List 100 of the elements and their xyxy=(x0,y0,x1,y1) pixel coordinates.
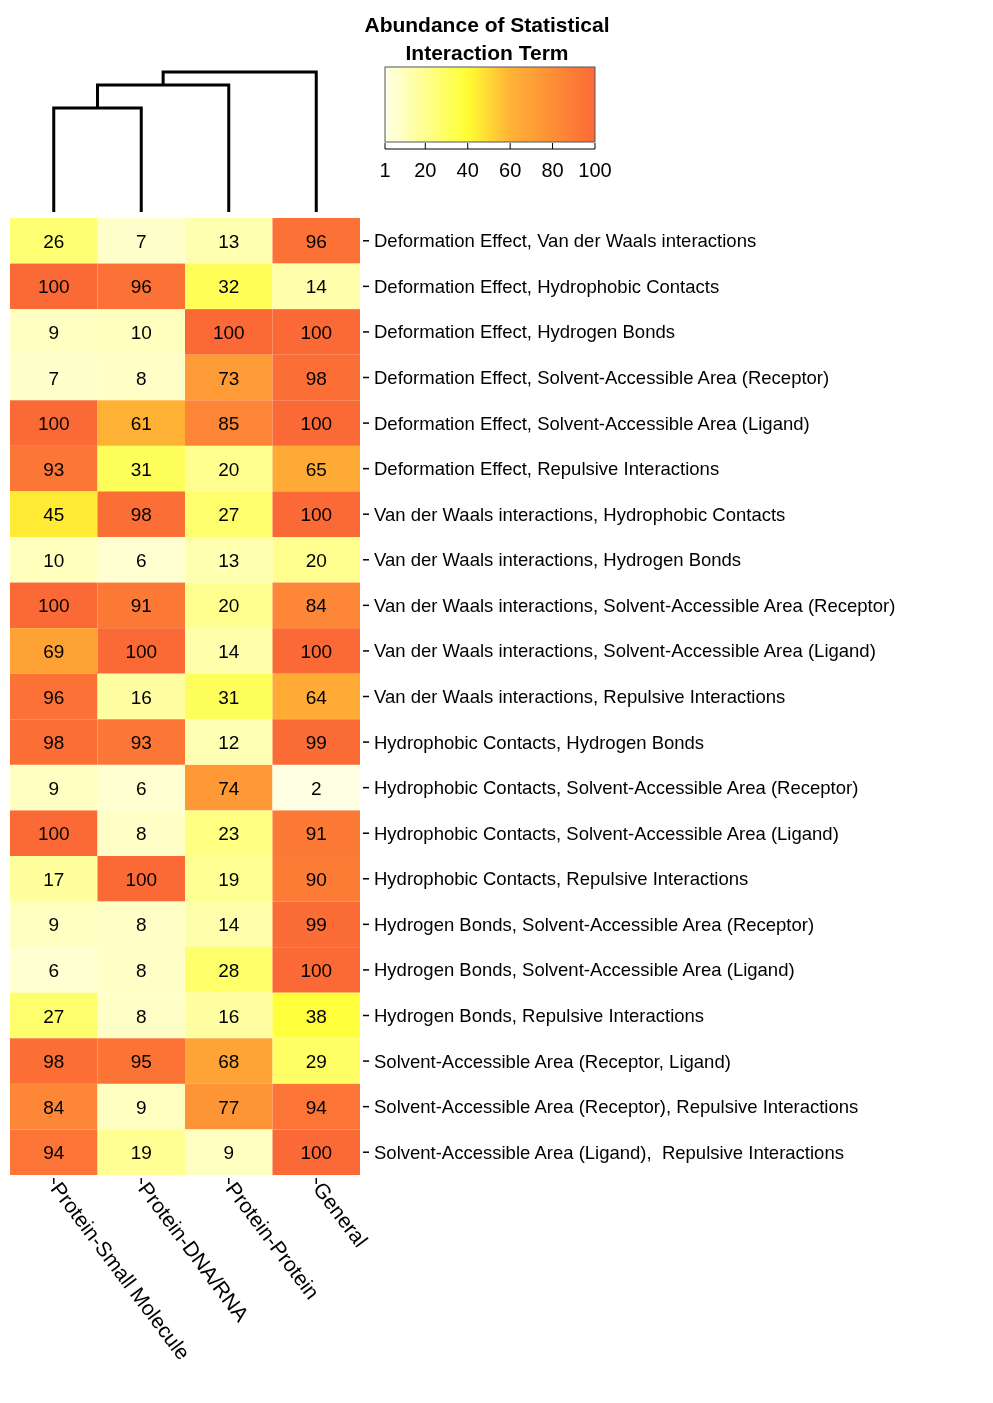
data-label: 91 xyxy=(305,823,327,845)
data-label: 38 xyxy=(305,1005,327,1027)
data-label: 10 xyxy=(130,321,152,343)
data-label: 100 xyxy=(300,959,333,981)
data-label: 45 xyxy=(43,504,65,526)
y-tick-label: Deformation Effect, Hydrophobic Contacts xyxy=(374,275,720,297)
data-label: 13 xyxy=(218,230,240,252)
data-label: 10 xyxy=(43,549,65,571)
data-label: 90 xyxy=(305,868,327,890)
data-label: 100 xyxy=(300,1142,333,1164)
data-label: 31 xyxy=(218,686,240,708)
data-label: 95 xyxy=(130,1051,152,1073)
data-label: 98 xyxy=(43,1051,65,1073)
y-tick-label: Van der Waals interactions, Hydrogen Bonds xyxy=(374,549,742,571)
data-label: 99 xyxy=(305,732,327,754)
y-tick-label: Solvent-Accessible Area (Receptor), Repulsive Interactions xyxy=(374,1096,859,1118)
data-label: 20 xyxy=(218,458,240,480)
data-label: 77 xyxy=(218,1096,240,1118)
data-label: 94 xyxy=(305,1096,328,1118)
data-label: 9 xyxy=(48,321,60,343)
data-label: 26 xyxy=(43,230,65,252)
y-tick-label: Van der Waals interactions, Solvent-Accessible Area (Receptor) xyxy=(374,594,896,616)
data-label: 84 xyxy=(43,1096,65,1118)
data-label: 91 xyxy=(130,595,152,617)
data-label: 100 xyxy=(300,413,333,435)
data-label: 98 xyxy=(130,504,152,526)
data-label: 96 xyxy=(130,276,152,298)
data-label: 74 xyxy=(218,777,240,799)
data-label: 23 xyxy=(218,823,240,845)
data-label: 100 xyxy=(37,276,70,298)
data-label: 8 xyxy=(135,823,147,845)
y-tick-label: Van der Waals interactions, Repulsive Interactions xyxy=(374,686,786,707)
data-label: 9 xyxy=(135,1096,147,1118)
data-label: 73 xyxy=(218,367,240,389)
data-label: 6 xyxy=(135,549,147,571)
color-bar-label: 1 xyxy=(379,159,391,181)
y-tick-label: Hydrophobic Contacts, Solvent-Accessible Area (Ligand) xyxy=(374,822,839,844)
data-label: 16 xyxy=(130,686,152,708)
data-label: 7 xyxy=(135,230,147,252)
y-tick-label: Deformation Effect, Van der Waals interactions xyxy=(374,230,757,252)
data-label: 6 xyxy=(135,777,147,799)
data-label: 20 xyxy=(305,549,327,571)
y-tick-label: Deformation Effect, Hydrogen Bonds xyxy=(374,321,675,343)
color-bar-label: 80 xyxy=(541,159,564,181)
data-label: 14 xyxy=(305,276,328,298)
data-label: 29 xyxy=(305,1051,327,1073)
y-tick-label: Van der Waals interactions, Hydrophobic Contacts xyxy=(374,503,786,525)
data-label: 100 xyxy=(37,413,70,435)
data-label: 85 xyxy=(218,413,240,435)
color-bar-title: Abundance of Statistical Interaction Term xyxy=(364,13,610,64)
y-tick-label: Deformation Effect, Repulsive Interactions xyxy=(374,458,720,480)
data-label: 98 xyxy=(305,367,327,389)
y-tick-label: Hydrogen Bonds, Solvent-Accessible Area (Ligand) xyxy=(374,959,795,981)
y-tick-label: Deformation Effect, Solvent-Accessible Area (Ligand) xyxy=(374,412,810,434)
y-tick-label: Solvent-Accessible Area (Receptor, Ligand) xyxy=(374,1050,731,1072)
data-label: 28 xyxy=(218,959,240,981)
data-label: 19 xyxy=(130,1142,152,1164)
data-label: 14 xyxy=(218,914,240,936)
y-tick-label: Hydrogen Bonds, Repulsive Interactions xyxy=(374,1005,705,1026)
data-label: 93 xyxy=(43,458,65,480)
data-label: 99 xyxy=(305,914,327,936)
data-label: 13 xyxy=(218,549,240,571)
data-label: 98 xyxy=(43,732,65,754)
data-label: 93 xyxy=(130,732,152,754)
data-label: 6 xyxy=(48,959,60,981)
data-label: 100 xyxy=(300,640,333,662)
y-tick-label: Solvent-Accessible Area (Ligand), Repulsive Interactions xyxy=(374,1141,844,1163)
color-bar-label: 20 xyxy=(414,159,437,181)
data-label: 2 xyxy=(310,777,322,799)
data-label: 64 xyxy=(305,686,328,708)
data-label: 96 xyxy=(43,686,65,708)
data-label: 100 xyxy=(300,504,333,526)
data-label: 8 xyxy=(135,914,147,936)
data-label: 32 xyxy=(218,276,240,298)
data-label: 9 xyxy=(48,777,60,799)
data-label: 61 xyxy=(130,413,152,435)
color-bar-label: 100 xyxy=(578,159,612,181)
y-tick-label: Hydrophobic Contacts, Hydrogen Bonds xyxy=(374,731,705,753)
y-tick-label: Deformation Effect, Solvent-Accessible Area (Receptor) xyxy=(374,367,830,388)
data-label: 96 xyxy=(305,230,327,252)
y-tick-label: Van der Waals interactions, Solvent-Accessible Area (Ligand) xyxy=(374,640,876,662)
data-label: 27 xyxy=(218,504,240,526)
data-label: 100 xyxy=(37,823,70,845)
data-label: 68 xyxy=(218,1051,240,1073)
data-label: 20 xyxy=(218,595,240,617)
y-tick-label: Hydrophobic Contacts, Repulsive Interactions xyxy=(374,868,749,890)
data-label: 19 xyxy=(218,868,240,890)
data-label: 16 xyxy=(218,1005,240,1027)
data-label: 31 xyxy=(130,458,152,480)
data-label: 100 xyxy=(125,640,158,662)
data-label: 9 xyxy=(223,1142,235,1164)
y-tick-label: Hydrophobic Contacts, Solvent-Accessible Area (Receptor) xyxy=(374,777,859,799)
data-label: 14 xyxy=(218,640,240,662)
y-tick-label: Hydrogen Bonds, Solvent-Accessible Area (Receptor) xyxy=(374,913,815,935)
data-label: 100 xyxy=(37,595,70,617)
data-label: 9 xyxy=(48,914,60,936)
data-label: 100 xyxy=(125,868,158,890)
data-label: 94 xyxy=(43,1142,65,1164)
data-label: 8 xyxy=(135,367,147,389)
data-label: 69 xyxy=(43,640,65,662)
